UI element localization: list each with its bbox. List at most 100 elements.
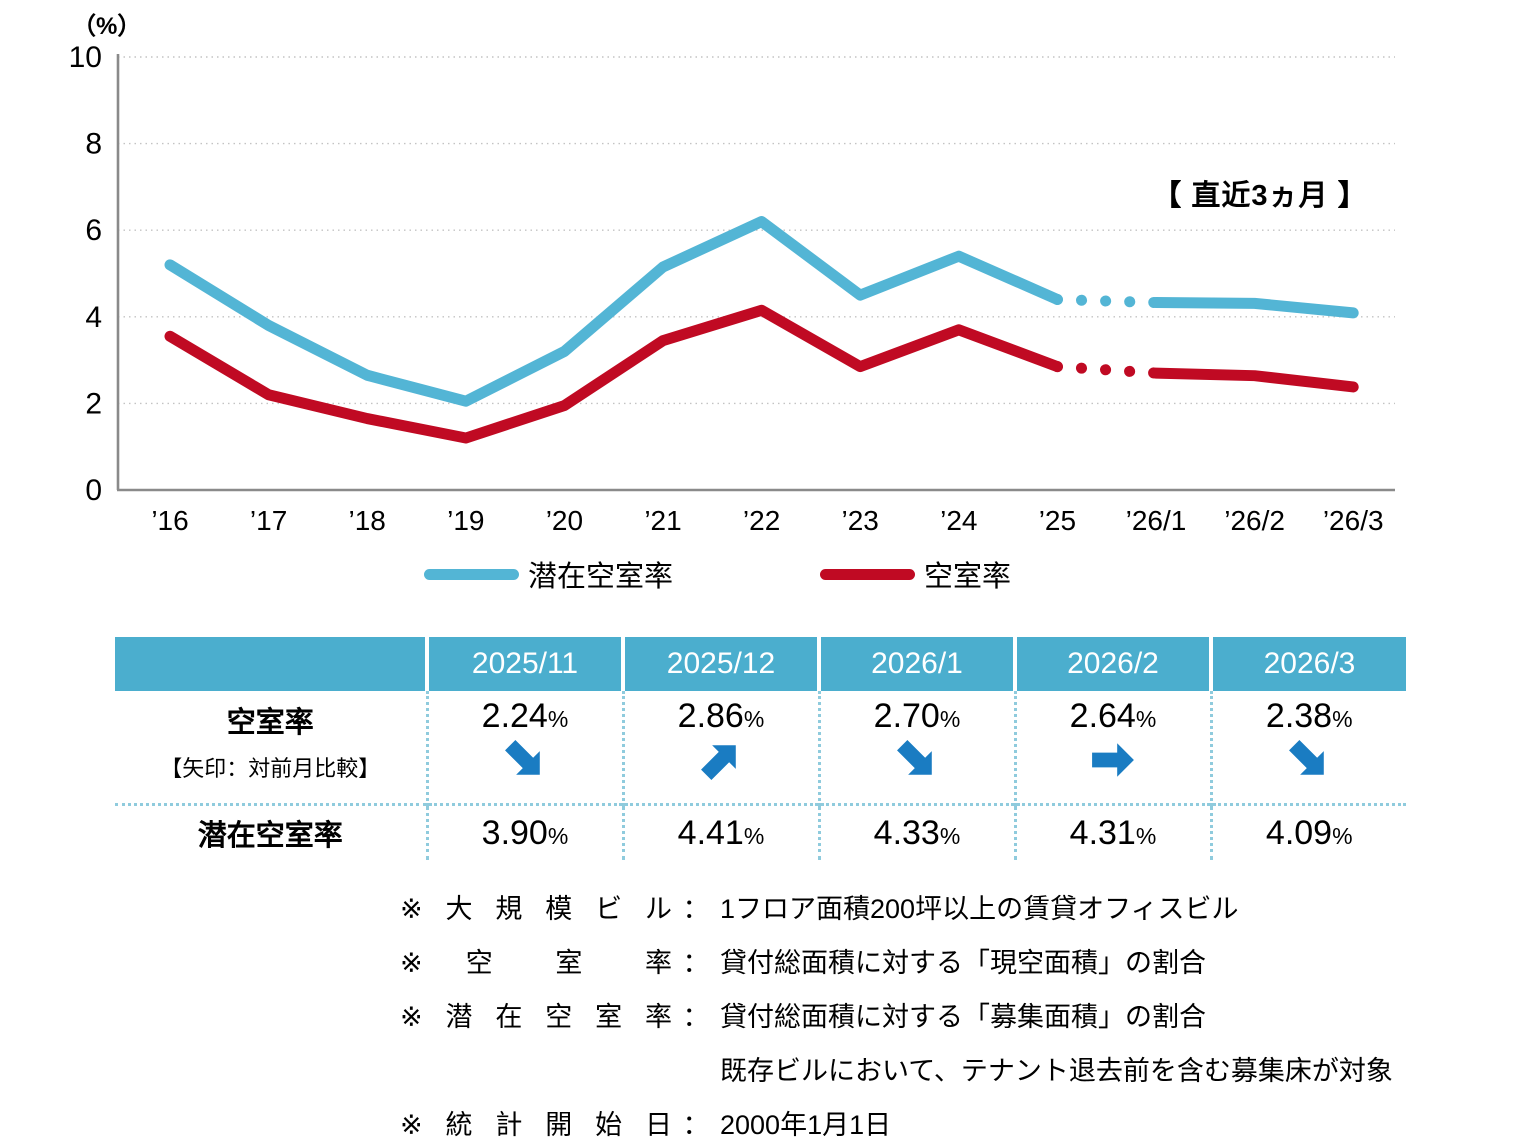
footnote-colon: ： xyxy=(682,947,710,978)
x-axis-tick: ’19 xyxy=(447,505,484,536)
x-axis-tick: ’16 xyxy=(151,505,188,536)
y-axis-tick: 10 xyxy=(69,41,102,74)
footnote-line: ※ 潜 在 空 室 率 ： 貸付総面積に対する「募集面積」の割合 xyxy=(0,987,1540,1041)
footnote-label: ※ 潜 在 空 室 率 xyxy=(400,1001,672,1032)
vacancy-rate-line-chart: 0 2 4 6 8 10 ’16 ’17 ’18 ’19 ’20 ’21 ’22 ’23 ’24 ’25 ’26… xyxy=(69,41,1395,536)
x-axis-tick: ’20 xyxy=(546,505,583,536)
percent-sign: % xyxy=(939,822,961,849)
row-label-cell: 潜在空室率 xyxy=(115,803,427,860)
rate-value: 3.90 xyxy=(481,813,548,852)
series-line-1 xyxy=(1150,367,1359,393)
percent-sign: % xyxy=(547,822,569,849)
percent-sign: % xyxy=(743,706,765,732)
y-axis-tick: 2 xyxy=(85,387,102,420)
x-axis-tick: ’25 xyxy=(1039,505,1076,536)
footnote-line: ※ 統 計 開 始 日 ： 2000年1月1日 xyxy=(0,1095,1540,1148)
percent-sign: % xyxy=(939,706,961,732)
legend-item-vacancy: 空室率 xyxy=(820,553,1011,595)
footnote-label: ※ 大 規 模 ビ ル xyxy=(400,893,672,924)
footnote-text: 貸付総面積に対する「現空面積」の割合 xyxy=(720,947,1206,978)
legend-label-potential-vacancy: 潜在空室率 xyxy=(528,561,674,593)
table-header-cell: 2026/3 xyxy=(1209,637,1406,691)
footnote-text: 2000年1月1日 xyxy=(720,1109,892,1140)
percent-sign: % xyxy=(1135,706,1157,732)
rate-value: 2.38 xyxy=(1265,697,1333,735)
x-axis-tick: ’26/1 xyxy=(1126,505,1187,536)
table-header-cell: 2026/1 xyxy=(817,637,1015,691)
rate-value: 4.41 xyxy=(677,813,744,852)
rate-value: 2.70 xyxy=(873,697,940,735)
series-line-1 xyxy=(164,304,1063,444)
footnote-colon: ： xyxy=(682,1109,710,1140)
table-cell: 3.90% xyxy=(425,803,623,860)
footnotes: ※ 大 規 模 ビ ル ： 1フロア面積200坪以上の賃貸オフィスビル ※ 空 … xyxy=(0,879,1540,1148)
table-cell: 4.09% xyxy=(1209,803,1406,860)
percent-sign: % xyxy=(743,822,765,849)
percent-sign: % xyxy=(1135,822,1157,849)
row-label: 空室率 xyxy=(226,707,314,739)
table-cell: 2.64% xyxy=(1013,691,1211,805)
table-cell: 4.41% xyxy=(621,803,819,860)
rate-value: 2.64 xyxy=(1069,697,1136,735)
row-label: 潜在空室率 xyxy=(197,820,343,852)
footnote-colon: ： xyxy=(682,1001,710,1032)
footnote-text: 既存ビルにおいて、テナント退去前を含む募集床が対象 xyxy=(720,1055,1393,1086)
footnote-label: ※ 統 計 開 始 日 xyxy=(400,1109,672,1140)
table-cell: 2.70% xyxy=(817,691,1015,805)
footnote-line: ※ 空 室 率 ： 貸付総面積に対する「現空面積」の割合 xyxy=(0,933,1540,987)
rate-value: 4.33 xyxy=(873,813,940,852)
table-cell: 4.31% xyxy=(1013,803,1211,860)
footnote-line: ※ 大 規 模 ビ ル ： 1フロア面積200坪以上の賃貸オフィスビル xyxy=(0,879,1540,933)
legend-label-vacancy: 空室率 xyxy=(924,561,1012,593)
footnote-colon: ： xyxy=(682,893,710,924)
x-axis-tick: ’22 xyxy=(743,505,780,536)
y-axis-tick: 4 xyxy=(85,301,102,334)
table-cell: 2.38% xyxy=(1209,691,1406,805)
trend-arrow-icon xyxy=(492,727,557,792)
recent-3-months-label: 【 直近3ヵ月 】 xyxy=(1152,180,1368,212)
table-cell: 2.24% xyxy=(425,691,623,805)
trend-arrow-icon xyxy=(1090,737,1136,783)
vacancy-rate-row: 空室率 【矢印：対前月比較】 2.24% 2.86% 2.70% xyxy=(115,691,1406,805)
table-header-empty-cell xyxy=(115,637,427,691)
row-sublabel: 【矢印：対前月比較】 xyxy=(160,756,381,781)
rate-value: 2.86 xyxy=(677,697,744,735)
series-line-0 xyxy=(1150,297,1359,319)
row-label-cell: 空室率 【矢印：対前月比較】 xyxy=(115,691,427,805)
rate-value: 4.31 xyxy=(1069,813,1136,852)
monthly-rate-table: 2025/11 2025/12 2026/1 2026/2 2026/3 空室率… xyxy=(115,637,1406,860)
footnote-line: 既存ビルにおいて、テナント退去前を含む募集床が対象 xyxy=(0,1041,1540,1095)
percent-sign: % xyxy=(1332,822,1353,849)
x-axis-tick: ’26/3 xyxy=(1323,505,1384,536)
y-axis-tick: 6 xyxy=(85,214,102,247)
percent-sign: % xyxy=(547,706,569,732)
table-cell: 2.86% xyxy=(621,691,819,805)
y-axis-tick: 0 xyxy=(85,474,102,507)
table-cell: 4.33% xyxy=(817,803,1015,860)
series-line-0 xyxy=(164,216,1063,407)
legend-item-potential-vacancy: 潜在空室率 xyxy=(424,553,673,595)
table-header-cell: 2025/11 xyxy=(425,637,623,691)
x-axis-tick: ’17 xyxy=(250,505,287,536)
potential-vacancy-rate-row: 潜在空室率 3.90% 4.41% 4.33% 4.31% 4.09% xyxy=(115,803,1406,860)
x-axis-tick: ’24 xyxy=(940,505,977,536)
table-header-cell: 2026/2 xyxy=(1013,637,1211,691)
x-axis-tick: ’21 xyxy=(644,505,681,536)
legend-swatch-vacancy xyxy=(820,568,915,580)
trend-arrow-icon xyxy=(1277,727,1342,792)
footnote-text: 1フロア面積200坪以上の賃貸オフィスビル xyxy=(720,893,1239,924)
x-axis-tick: ’26/2 xyxy=(1224,505,1285,536)
footnote-text: 貸付総面積に対する「募集面積」の割合 xyxy=(720,1001,1206,1032)
legend-swatch-potential-vacancy xyxy=(424,568,519,580)
rate-value: 4.09 xyxy=(1265,813,1333,852)
series-line-1 xyxy=(1051,361,1162,379)
trend-arrow-icon xyxy=(884,727,949,792)
table-header-row: 2025/11 2025/12 2026/1 2026/2 2026/3 xyxy=(115,637,1406,691)
series-line-0 xyxy=(1051,293,1162,309)
footnote-label: ※ 空 室 率 xyxy=(400,947,672,978)
y-axis-unit-label: （%） xyxy=(72,13,142,40)
trend-arrow-icon xyxy=(688,727,753,792)
percent-sign: % xyxy=(1332,706,1353,732)
rate-value: 2.24 xyxy=(481,697,548,735)
